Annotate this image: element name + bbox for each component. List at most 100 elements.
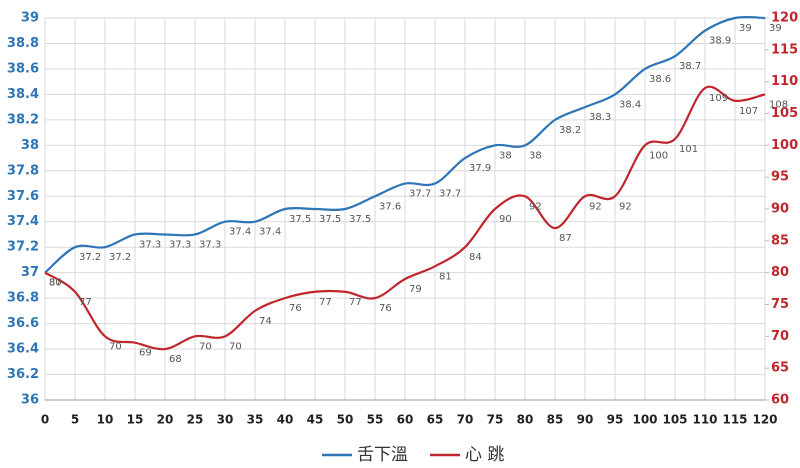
x-tick-label: 105 (662, 413, 687, 427)
data-label: 37.4 (259, 227, 281, 238)
data-label: 37.7 (409, 189, 431, 200)
x-tick-label: 20 (157, 413, 174, 427)
x-tick-label: 35 (247, 413, 264, 427)
series-line (44, 85, 766, 351)
data-label: 77 (79, 297, 92, 308)
data-label: 38 (529, 150, 542, 161)
data-label: 68 (169, 354, 182, 365)
legend: 舌下溫 心 跳 (322, 445, 504, 465)
data-label: 37.2 (109, 252, 131, 263)
y-tick-label: 36.4 (7, 342, 39, 357)
data-label: 37.9 (469, 163, 491, 174)
x-tick-label: 5 (71, 413, 79, 427)
data-label: 37.5 (349, 214, 371, 225)
data-label: 38.2 (559, 125, 581, 136)
x-tick-label: 95 (607, 413, 624, 427)
data-label: 101 (679, 144, 698, 155)
y2-tick-label: 65 (771, 361, 789, 376)
data-label: 80 (49, 278, 62, 289)
y2-tick-label: 60 (771, 393, 789, 408)
y2-tick-label: 75 (771, 297, 789, 312)
data-label: 81 (439, 271, 452, 282)
y2-tick-label: 85 (771, 233, 789, 248)
y-tick-label: 37.8 (7, 163, 39, 178)
data-label: 37.5 (319, 214, 341, 225)
data-label: 39 (739, 23, 752, 34)
data-label: 108 (769, 99, 788, 110)
data-label: 38.4 (619, 99, 641, 110)
y-tick-label: 38.2 (7, 112, 39, 127)
x-tick-label: 115 (722, 413, 747, 427)
data-label: 77 (319, 297, 332, 308)
legend-label: 心 跳 (465, 445, 504, 465)
x-tick-label: 80 (517, 413, 534, 427)
data-label: 79 (409, 284, 422, 295)
data-label: 38.7 (679, 61, 701, 72)
x-tick-label: 55 (367, 413, 384, 427)
data-label: 74 (259, 316, 272, 327)
data-label: 37.3 (199, 239, 221, 250)
y2-tick-label: 100 (771, 138, 798, 153)
x-tick-label: 100 (632, 413, 657, 427)
data-label: 92 (619, 201, 632, 212)
y2-tick-label: 115 (771, 42, 798, 57)
data-label: 38 (499, 150, 512, 161)
data-label: 92 (589, 201, 602, 212)
data-label: 76 (289, 303, 302, 314)
data-label: 38.6 (649, 74, 671, 85)
data-label: 37.4 (229, 227, 251, 238)
x-tick-label: 70 (457, 413, 474, 427)
y-tick-label: 37.6 (7, 189, 39, 204)
data-label: 76 (379, 303, 392, 314)
x-tick-label: 90 (577, 413, 594, 427)
y2-tick-label: 70 (771, 329, 789, 344)
x-tick-label: 45 (307, 413, 324, 427)
y-tick-label: 36.6 (7, 316, 39, 331)
data-label: 37.2 (79, 252, 101, 263)
data-label: 107 (739, 106, 758, 117)
y2-tick-label: 105 (771, 106, 798, 121)
y2-tick-label: 90 (771, 202, 789, 217)
y-tick-label: 36 (21, 393, 39, 408)
data-label: 70 (199, 341, 212, 352)
y-tick-label: 37 (21, 265, 39, 280)
x-tick-label: 0 (41, 413, 49, 427)
x-tick-label: 40 (277, 413, 294, 427)
series-line (44, 15, 766, 274)
data-label: 109 (709, 93, 728, 104)
x-tick-label: 10 (97, 413, 114, 427)
y-tick-label: 39 (21, 11, 39, 26)
data-label: 37.5 (289, 214, 311, 225)
data-label: 38.3 (589, 112, 611, 123)
legend-label: 舌下溫 (357, 445, 408, 465)
data-label: 37.6 (379, 201, 401, 212)
x-tick-label: 25 (187, 413, 204, 427)
data-label: 84 (469, 252, 482, 263)
x-tick-label: 85 (547, 413, 564, 427)
data-label: 87 (559, 233, 572, 244)
y-tick-label: 38 (21, 138, 39, 153)
x-tick-label: 75 (487, 413, 504, 427)
y-tick-label: 37.2 (7, 240, 39, 255)
x-tick-label: 110 (692, 413, 717, 427)
data-label: 38.9 (709, 36, 731, 47)
data-label: 37.3 (169, 239, 191, 250)
data-label: 90 (499, 214, 512, 225)
y-tick-label: 38.6 (7, 61, 39, 76)
data-label: 39 (769, 23, 782, 34)
data-label: 69 (139, 348, 152, 359)
y2-tick-label: 110 (771, 74, 798, 89)
x-tick-label: 50 (337, 413, 354, 427)
data-label: 37.3 (139, 239, 161, 250)
y-tick-label: 37.4 (7, 214, 39, 229)
data-label: 37.7 (439, 189, 461, 200)
x-tick-label: 30 (217, 413, 234, 427)
y-tick-label: 38.4 (7, 87, 39, 102)
data-label: 92 (529, 201, 542, 212)
data-label: 100 (649, 150, 668, 161)
x-tick-label: 60 (397, 413, 414, 427)
x-tick-label: 15 (127, 413, 144, 427)
data-label: 37 (49, 278, 62, 289)
data-label: 77 (349, 297, 362, 308)
x-tick-label: 65 (427, 413, 444, 427)
